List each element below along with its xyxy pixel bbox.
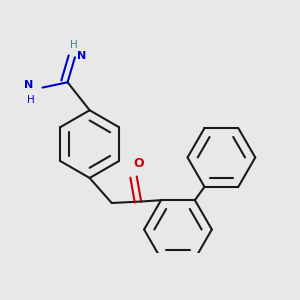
- Text: N: N: [24, 80, 33, 90]
- Text: H: H: [70, 40, 78, 50]
- Text: H: H: [28, 95, 35, 105]
- Text: O: O: [133, 157, 143, 170]
- Text: N: N: [77, 51, 86, 61]
